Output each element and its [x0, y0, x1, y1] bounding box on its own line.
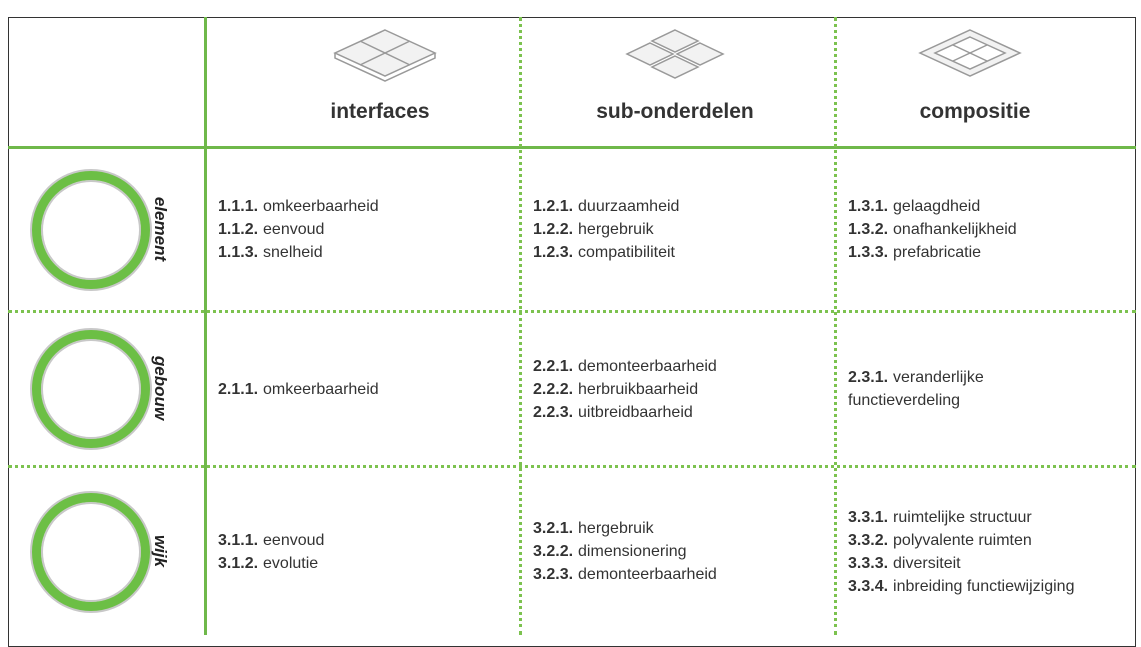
- tile-icon: [333, 29, 437, 82]
- item-text: demonteerbaarheid: [578, 357, 717, 375]
- cell: 2.1.1. omkeerbaarheid: [218, 313, 513, 465]
- item-number: 3.3.2.: [848, 531, 889, 549]
- item-number: 2.1.1.: [218, 380, 259, 398]
- divider: [8, 310, 1136, 313]
- cell: 3.1.1. eenvoud 3.1.2. evolutie: [218, 468, 513, 635]
- divider: [519, 17, 522, 635]
- item: 3.2.2. dimensionering: [533, 540, 828, 563]
- item-number: 3.3.3.: [848, 554, 889, 572]
- column-header: sub-onderdelen: [596, 100, 754, 123]
- item-text: prefabricatie: [893, 244, 982, 261]
- item-text: herbruikbaarheid: [578, 380, 699, 398]
- cell: 1.1.1. omkeerbaarheid 1.1.2. eenvoud 1.1.3. s…: [218, 149, 513, 310]
- item: 1.2.1. duurzaamheid: [533, 195, 828, 218]
- item-number: 3.1.1.: [218, 531, 259, 549]
- item-text: dimensionering: [578, 543, 687, 560]
- item: 1.3.2. onafhankelijkheid: [848, 218, 1141, 241]
- item-number: 2.2.1.: [533, 357, 574, 375]
- item-text: evolutie: [263, 554, 319, 572]
- item-number: 2.3.1.: [848, 369, 889, 386]
- item-text: eenvoud: [263, 221, 325, 238]
- column-header: interfaces: [330, 100, 430, 123]
- cell: 2.3.1. veranderlijke functieverdeling: [848, 313, 1141, 465]
- tile-icon: [918, 29, 1022, 77]
- item: 2.1.1. omkeerbaarheid: [218, 378, 513, 401]
- item: 2.2.3. uitbreidbaarheid: [533, 401, 828, 424]
- divider: [204, 17, 207, 635]
- item-text: hergebruik: [578, 221, 654, 238]
- item-number: 1.1.1.: [218, 198, 259, 215]
- item: 2.2.1. demonteerbaarheid: [533, 355, 828, 378]
- divider: [834, 17, 837, 635]
- item-number: 1.2.2.: [533, 221, 574, 238]
- item-number: 1.3.3.: [848, 244, 889, 261]
- item-number: 3.1.2.: [218, 554, 259, 572]
- item-text: snelheid: [263, 244, 323, 261]
- item-text: omkeerbaarheid: [263, 198, 379, 215]
- cell: 2.2.1. demonteerbaarheid 2.2.2. herbruikbaa…: [533, 313, 828, 465]
- row-label: wijk: [151, 534, 170, 567]
- cell: 3.2.1. hergebruik 3.2.2. dimensionering 3.2.…: [533, 468, 828, 635]
- cell: 1.3.1. gelaagdheid 1.3.2. onafhankelijkheid…: [848, 149, 1141, 310]
- divider: [8, 465, 1136, 468]
- divider: [8, 146, 1136, 149]
- item-text: compatibiliteit: [578, 244, 675, 261]
- item-number: 1.2.1.: [533, 198, 574, 215]
- item-number: 1.2.3.: [533, 244, 574, 261]
- row-label: gebouw: [151, 355, 170, 421]
- item-text: inbreiding functiewijziging: [893, 577, 1075, 595]
- cell: 3.3.1. ruimtelijke structuur 3.3.2. polyval…: [848, 468, 1141, 635]
- item: 3.3.1. ruimtelijke structuur: [848, 506, 1141, 529]
- item-text: polyvalente ruimten: [893, 531, 1032, 549]
- item: 1.2.2. hergebruik: [533, 218, 828, 241]
- item-number: 1.3.1.: [848, 198, 889, 215]
- item-text: veranderlijke functieverdeling: [848, 369, 984, 409]
- tile-icon: [625, 29, 725, 79]
- item-number: 3.2.1.: [533, 520, 574, 537]
- item: 1.3.3. prefabricatie: [848, 241, 1141, 264]
- item: 2.3.1. veranderlijke functieverdeling: [848, 366, 1038, 412]
- item-text: uitbreidbaarheid: [578, 403, 693, 421]
- row-icon: [32, 492, 150, 611]
- item: 3.2.1. hergebruik: [533, 517, 828, 540]
- item-number: 1.1.2.: [218, 221, 259, 238]
- item: 3.3.3. diversiteit: [848, 552, 1141, 575]
- item-text: hergebruik: [578, 520, 654, 537]
- item-text: ruimtelijke structuur: [893, 508, 1032, 526]
- item-number: 3.3.1.: [848, 508, 889, 526]
- item-number: 2.2.3.: [533, 403, 574, 421]
- item: 3.2.3. demonteerbaarheid: [533, 563, 828, 586]
- row-icon: [32, 330, 150, 448]
- item-text: demonteerbaarheid: [578, 566, 717, 583]
- item-number: 3.3.4.: [848, 577, 889, 595]
- item: 1.2.3. compatibiliteit: [533, 241, 828, 264]
- cell: 1.2.1. duurzaamheid 1.2.2. hergebruik 1.2.3.…: [533, 149, 828, 310]
- row-icon: [32, 170, 150, 289]
- item: 1.1.1. omkeerbaarheid: [218, 195, 513, 218]
- item: 3.3.2. polyvalente ruimten: [848, 529, 1141, 552]
- column-header: compositie: [919, 100, 1031, 123]
- item-number: 2.2.2.: [533, 380, 574, 398]
- item-text: onafhankelijkheid: [893, 221, 1017, 238]
- item-number: 3.2.3.: [533, 566, 574, 583]
- item-number: 1.1.3.: [218, 244, 259, 261]
- item-number: 1.3.2.: [848, 221, 889, 238]
- item-text: eenvoud: [263, 531, 325, 549]
- item: 3.1.1. eenvoud: [218, 529, 513, 552]
- item-text: omkeerbaarheid: [263, 380, 379, 398]
- item: 2.2.2. herbruikbaarheid: [533, 378, 828, 401]
- item-text: diversiteit: [893, 554, 961, 572]
- row-label: element: [151, 196, 170, 261]
- item-text: gelaagdheid: [893, 198, 981, 215]
- item: 1.1.3. snelheid: [218, 241, 513, 264]
- item-text: duurzaamheid: [578, 198, 680, 215]
- item: 3.3.4. inbreiding functiewijziging: [848, 575, 1141, 598]
- item: 1.1.2. eenvoud: [218, 218, 513, 241]
- item: 1.3.1. gelaagdheid: [848, 195, 1141, 218]
- item: 3.1.2. evolutie: [218, 552, 513, 575]
- item-number: 3.2.2.: [533, 543, 574, 560]
